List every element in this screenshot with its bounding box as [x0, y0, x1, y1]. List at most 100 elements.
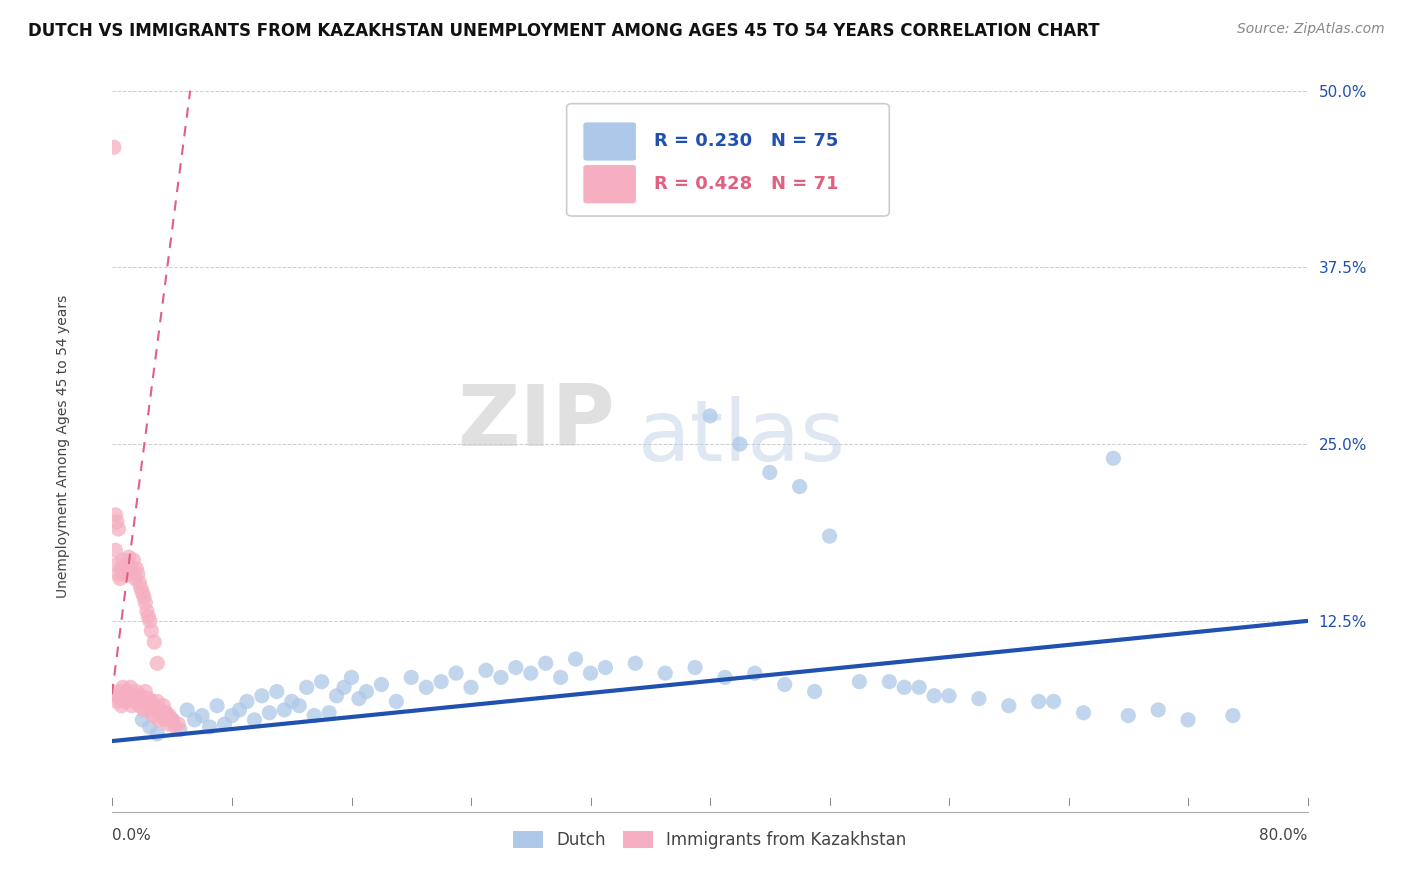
Text: Unemployment Among Ages 45 to 54 years: Unemployment Among Ages 45 to 54 years [56, 294, 70, 598]
Point [105, 515, 128, 529]
Point [104, 508, 127, 522]
Point [114, 567, 135, 582]
Point [311, 674, 333, 689]
Point [699, 409, 721, 423]
Point [169, 723, 191, 737]
Point [198, 720, 221, 734]
Point [132, 590, 155, 604]
Point [1042, 694, 1064, 708]
Point [142, 708, 165, 723]
Point [162, 713, 183, 727]
Point [148, 713, 170, 727]
Point [728, 437, 751, 451]
Text: R = 0.428   N = 71: R = 0.428 N = 71 [654, 175, 838, 194]
Point [1177, 713, 1199, 727]
Point [893, 681, 915, 695]
Point [134, 595, 156, 609]
FancyBboxPatch shape [583, 165, 636, 203]
Point [1118, 708, 1140, 723]
Point [347, 691, 370, 706]
Point [115, 694, 138, 708]
Point [110, 698, 132, 713]
Point [624, 657, 647, 671]
Point [370, 677, 392, 691]
Point [122, 689, 145, 703]
Point [714, 670, 737, 684]
Point [150, 708, 173, 723]
Point [124, 571, 146, 585]
Point [127, 567, 149, 582]
Point [157, 708, 180, 723]
Point [550, 670, 572, 684]
Point [155, 706, 177, 720]
Point [121, 698, 143, 713]
Point [108, 571, 131, 585]
Point [114, 689, 135, 703]
Point [146, 727, 169, 741]
Point [103, 140, 125, 154]
Point [259, 706, 281, 720]
Point [803, 684, 825, 698]
Point [879, 674, 901, 689]
Point [132, 703, 155, 717]
Point [156, 717, 179, 731]
Point [141, 624, 163, 638]
Point [162, 713, 183, 727]
Point [145, 703, 167, 717]
Point [117, 684, 139, 698]
Point [135, 604, 157, 618]
Point [444, 666, 467, 681]
Point [273, 703, 295, 717]
Point [152, 698, 174, 713]
Point [128, 575, 150, 590]
Point [118, 550, 141, 565]
FancyBboxPatch shape [583, 122, 636, 161]
Text: 80.0%: 80.0% [1260, 828, 1308, 843]
Point [340, 670, 363, 684]
Point [1073, 706, 1095, 720]
Point [998, 698, 1021, 713]
Point [534, 657, 557, 671]
Point [922, 689, 945, 703]
Point [120, 681, 142, 695]
Point [104, 689, 127, 703]
Point [460, 681, 482, 695]
Point [139, 703, 162, 717]
Point [683, 660, 706, 674]
Point [564, 652, 586, 666]
Point [125, 684, 148, 698]
Point [111, 681, 134, 695]
Text: DUTCH VS IMMIGRANTS FROM KAZAKHSTAN UNEMPLOYMENT AMONG AGES 45 TO 54 YEARS CORRE: DUTCH VS IMMIGRANTS FROM KAZAKHSTAN UNEM… [28, 22, 1099, 40]
Point [124, 694, 146, 708]
Point [475, 664, 498, 678]
Point [139, 614, 162, 628]
Point [908, 681, 931, 695]
Point [654, 666, 676, 681]
Point [266, 684, 288, 698]
Point [938, 689, 960, 703]
Point [117, 558, 139, 572]
Point [430, 674, 453, 689]
Point [138, 609, 160, 624]
Text: Source: ZipAtlas.com: Source: ZipAtlas.com [1237, 22, 1385, 37]
Point [120, 567, 142, 582]
Point [121, 561, 143, 575]
Point [138, 691, 160, 706]
Point [191, 708, 214, 723]
Point [115, 561, 138, 575]
Point [385, 694, 408, 708]
Point [135, 698, 157, 713]
Point [1147, 703, 1170, 717]
Point [579, 666, 602, 681]
Point [236, 694, 259, 708]
Point [129, 582, 152, 596]
Point [104, 543, 127, 558]
Point [153, 713, 176, 727]
Point [205, 698, 228, 713]
Point [318, 706, 340, 720]
Point [818, 529, 841, 543]
Point [131, 713, 153, 727]
Text: ZIP: ZIP [457, 381, 614, 464]
Point [243, 713, 266, 727]
Point [773, 677, 796, 691]
